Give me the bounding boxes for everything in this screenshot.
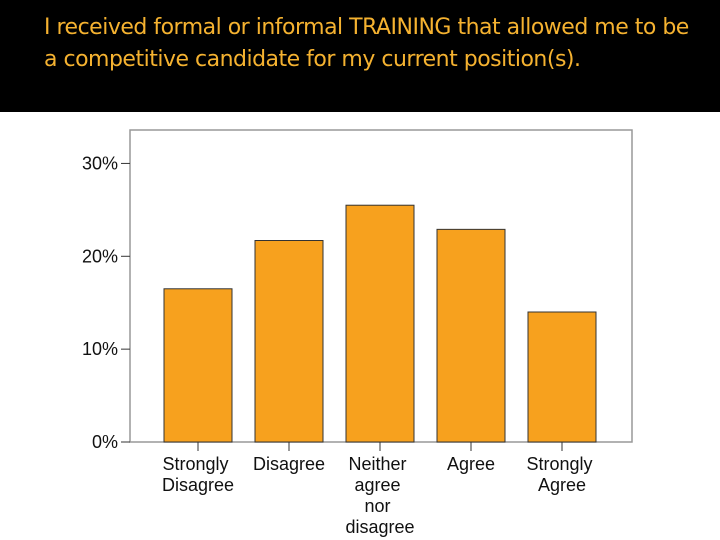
x-tick-label: Neither agree nor disagree (345, 454, 414, 537)
x-tick-line: Strongly (526, 454, 597, 474)
y-tick-label: 20% (82, 246, 118, 266)
x-tick-line: agree (354, 475, 405, 495)
y-tick-label: 30% (82, 153, 118, 173)
x-tick-line: disagree (345, 517, 414, 537)
x-tick-line: Disagree (162, 475, 234, 495)
title-bar (0, 0, 720, 112)
bar (436, 228, 506, 443)
x-tick-line: Agree (538, 475, 586, 495)
x-tick-label: Disagree (253, 454, 325, 474)
bar (254, 240, 324, 443)
x-tick-line: Neither (348, 454, 411, 474)
x-tick-label: Agree (447, 454, 495, 474)
x-tick-line: Strongly (162, 454, 233, 474)
x-tick-line: Agree (447, 454, 495, 474)
bar (527, 311, 597, 443)
bar (163, 288, 233, 443)
x-tick-label: Strongly Agree (526, 454, 597, 495)
chart-title: I received formal or informal TRAINING t… (44, 15, 689, 72)
bar (345, 204, 415, 443)
x-tick-line: Disagree (253, 454, 325, 474)
y-tick-label: 10% (82, 339, 118, 359)
x-tick-label: Strongly Disagree (162, 454, 234, 495)
x-tick-line: nor (364, 496, 395, 516)
y-tick-label: 0% (92, 432, 118, 452)
